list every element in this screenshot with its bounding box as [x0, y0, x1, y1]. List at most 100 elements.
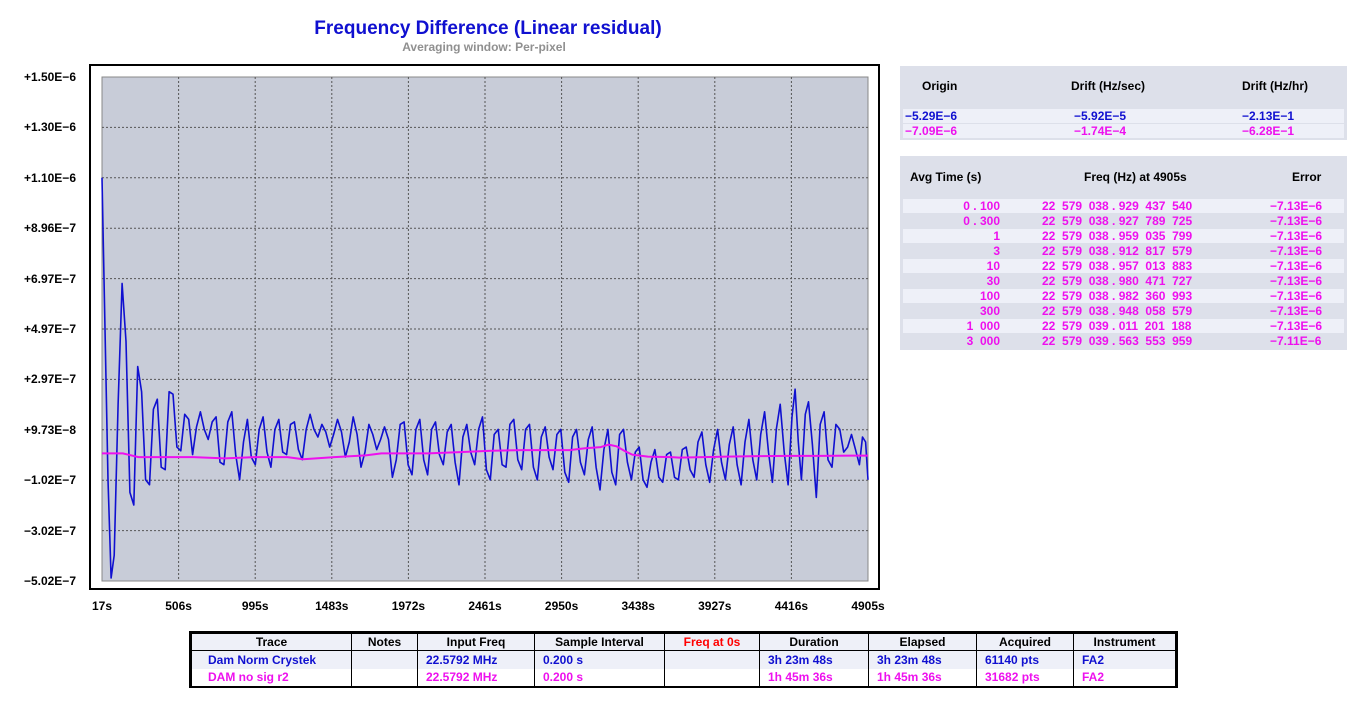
- sample-interval: 0.200 s: [534, 650, 665, 669]
- x-tick-label: 2950s: [544, 599, 579, 613]
- drift-origin: −7.09E−6: [905, 124, 958, 138]
- freq-value: 22 579 038 . 957 013 883: [1042, 259, 1193, 273]
- acquired: 31682 pts: [976, 668, 1074, 686]
- avg-header-error: Error: [1292, 170, 1322, 184]
- freq-value: 22 579 038 . 912 817 579: [1042, 244, 1193, 258]
- error-value: −7.13E−6: [1270, 244, 1323, 258]
- col-header-input-freq: Input Freq: [417, 633, 535, 651]
- y-tick-label: +8.96E−7: [23, 221, 76, 236]
- elapsed: 1h 45m 36s: [868, 668, 977, 686]
- drift-hz-per-sec: −5.92E−5: [1074, 109, 1127, 123]
- trace-row: Dam Norm Crystek 22.5792 MHz 0.200 s 3h 23m…: [191, 650, 1176, 669]
- freq-at-0s: [664, 650, 760, 669]
- error-value: −7.13E−6: [1270, 274, 1323, 288]
- error-value: −7.11E−6: [1270, 334, 1322, 348]
- avg-time-row: 300 22 579 038 . 948 058 579 −7.13E−6: [903, 304, 1344, 318]
- error-value: −7.13E−6: [1270, 214, 1323, 228]
- trace-name: DAM no sig r2: [191, 668, 352, 686]
- avg-time-value: 30: [986, 274, 1000, 288]
- y-tick-label: +9.73E−8: [23, 422, 76, 437]
- avg-time-row: 0 . 100 22 579 038 . 929 437 540 −7.13E−6: [903, 199, 1344, 213]
- series-line-dam-norm-crystek: [101, 177, 869, 579]
- col-header-trace: Trace: [191, 633, 352, 651]
- drift-hz-per-hr: −6.28E−1: [1242, 124, 1295, 138]
- freq-value: 22 579 038 . 948 058 579: [1042, 304, 1193, 318]
- avg-time-panel: Avg Time (s) Freq (Hz) at 4905s Error 0 …: [900, 156, 1347, 350]
- error-value: −7.13E−6: [1270, 304, 1323, 318]
- avg-time-value: 1 000: [966, 319, 1000, 333]
- avg-time-value: 0 . 100: [963, 199, 1000, 213]
- avg-time-value: 3 000: [966, 334, 1000, 348]
- x-tick-label: 4416s: [774, 599, 809, 613]
- series-line-dam-no-sig-r2: [102, 443, 868, 461]
- freq-at-0s: [664, 668, 760, 686]
- x-tick-label: 1483s: [315, 599, 349, 613]
- trace-info-table: Trace Notes Input Freq Sample Interval F…: [189, 631, 1178, 688]
- instrument: FA2: [1073, 650, 1176, 669]
- trace-row: DAM no sig r2 22.5792 MHz 0.200 s 1h 45m 36…: [191, 668, 1176, 686]
- input-freq: 22.5792 MHz: [417, 668, 535, 686]
- col-header-freq-at-0s: Freq at 0s: [664, 633, 760, 651]
- avg-time-row: 1 000 22 579 039 . 011 201 188 −7.13E−6: [903, 319, 1344, 333]
- x-tick-label: 995s: [241, 599, 269, 613]
- avg-time-value: 3: [993, 244, 1000, 258]
- chart-subtitle: Averaging window: Per-pixel: [402, 40, 566, 54]
- avg-time-row: 10 22 579 038 . 957 013 883 −7.13E−6: [903, 259, 1344, 273]
- duration: 3h 23m 48s: [759, 650, 869, 669]
- drift-header-origin: Origin: [922, 79, 958, 93]
- avg-time-value: 300: [979, 304, 1000, 318]
- avg-time-value: 10: [986, 259, 1000, 273]
- freq-value: 22 579 038 . 959 035 799: [1042, 229, 1193, 243]
- avg-time-row: 30 22 579 038 . 980 471 727 −7.13E−6: [903, 274, 1344, 288]
- avg-time-row: 1 22 579 038 . 959 035 799 −7.13E−6: [903, 229, 1344, 243]
- x-tick-label: 3438s: [621, 599, 655, 613]
- freq-value: 22 579 038 . 982 360 993: [1042, 289, 1193, 303]
- y-tick-label: +4.97E−7: [23, 322, 76, 336]
- drift-header-hz-hr: Drift (Hz/hr): [1242, 79, 1308, 93]
- col-header-acquired: Acquired: [976, 633, 1074, 651]
- freq-value: 22 579 039 . 011 201 188: [1042, 319, 1192, 333]
- sample-interval: 0.200 s: [534, 668, 665, 686]
- drift-hz-per-hr: −2.13E−1: [1242, 109, 1295, 123]
- error-value: −7.13E−6: [1270, 289, 1323, 303]
- freq-value: 22 579 038 . 980 471 727: [1042, 274, 1193, 288]
- y-tick-label: +2.97E−7: [23, 372, 76, 387]
- y-tick-label: +1.30E−6: [23, 120, 76, 135]
- y-tick-label: −1.02E−7: [23, 473, 76, 488]
- drift-panel: Origin Drift (Hz/sec) Drift (Hz/hr) −5.2…: [900, 66, 1347, 140]
- chart-title: Frequency Difference (Linear residual): [314, 18, 662, 39]
- y-tick-label: +6.97E−7: [23, 271, 76, 286]
- drift-row: −5.29E−6 −5.92E−5 −2.13E−1: [903, 109, 1344, 123]
- avg-time-row: 0 . 300 22 579 038 . 927 789 725 −7.13E−6: [903, 214, 1344, 228]
- avg-time-value: 1: [993, 229, 1000, 243]
- notes-cell: [351, 650, 418, 669]
- y-tick-label: +1.10E−6: [23, 170, 76, 185]
- avg-time-value: 0 . 300: [963, 214, 1000, 228]
- freq-value: 22 579 038 . 929 437 540: [1042, 199, 1193, 213]
- drift-origin: −5.29E−6: [905, 109, 958, 123]
- error-value: −7.13E−6: [1270, 229, 1323, 243]
- y-tick-label: −3.02E−7: [23, 523, 76, 538]
- acquired: 61140 pts: [976, 650, 1074, 669]
- error-value: −7.13E−6: [1270, 319, 1323, 333]
- x-tick-label: 2461s: [468, 599, 502, 613]
- col-header-sample-interval: Sample Interval: [534, 633, 665, 651]
- y-tick-label: +1.50E−6: [23, 70, 76, 84]
- x-tick-label: 4905s: [851, 599, 885, 613]
- drift-header-hz-sec: Drift (Hz/sec): [1071, 79, 1146, 93]
- col-header-notes: Notes: [351, 633, 418, 651]
- freq-value: 22 579 039 . 563 553 959: [1042, 334, 1193, 348]
- col-header-duration: Duration: [759, 633, 869, 651]
- avg-time-value: 100: [979, 289, 1000, 303]
- instrument: FA2: [1073, 668, 1176, 686]
- x-tick-label: 17s: [91, 599, 113, 613]
- input-freq: 22.5792 MHz: [417, 650, 535, 669]
- x-tick-label: 1972s: [391, 599, 426, 613]
- avg-time-row: 3 000 22 579 039 . 563 553 959 −7.11E−6: [903, 334, 1344, 348]
- error-value: −7.13E−6: [1270, 199, 1323, 213]
- elapsed: 3h 23m 48s: [868, 650, 977, 669]
- avg-time-row: 3 22 579 038 . 912 817 579 −7.13E−6: [903, 244, 1344, 258]
- avg-header-freq: Freq (Hz) at 4905s: [1084, 170, 1187, 184]
- drift-hz-per-sec: −1.74E−4: [1074, 124, 1127, 138]
